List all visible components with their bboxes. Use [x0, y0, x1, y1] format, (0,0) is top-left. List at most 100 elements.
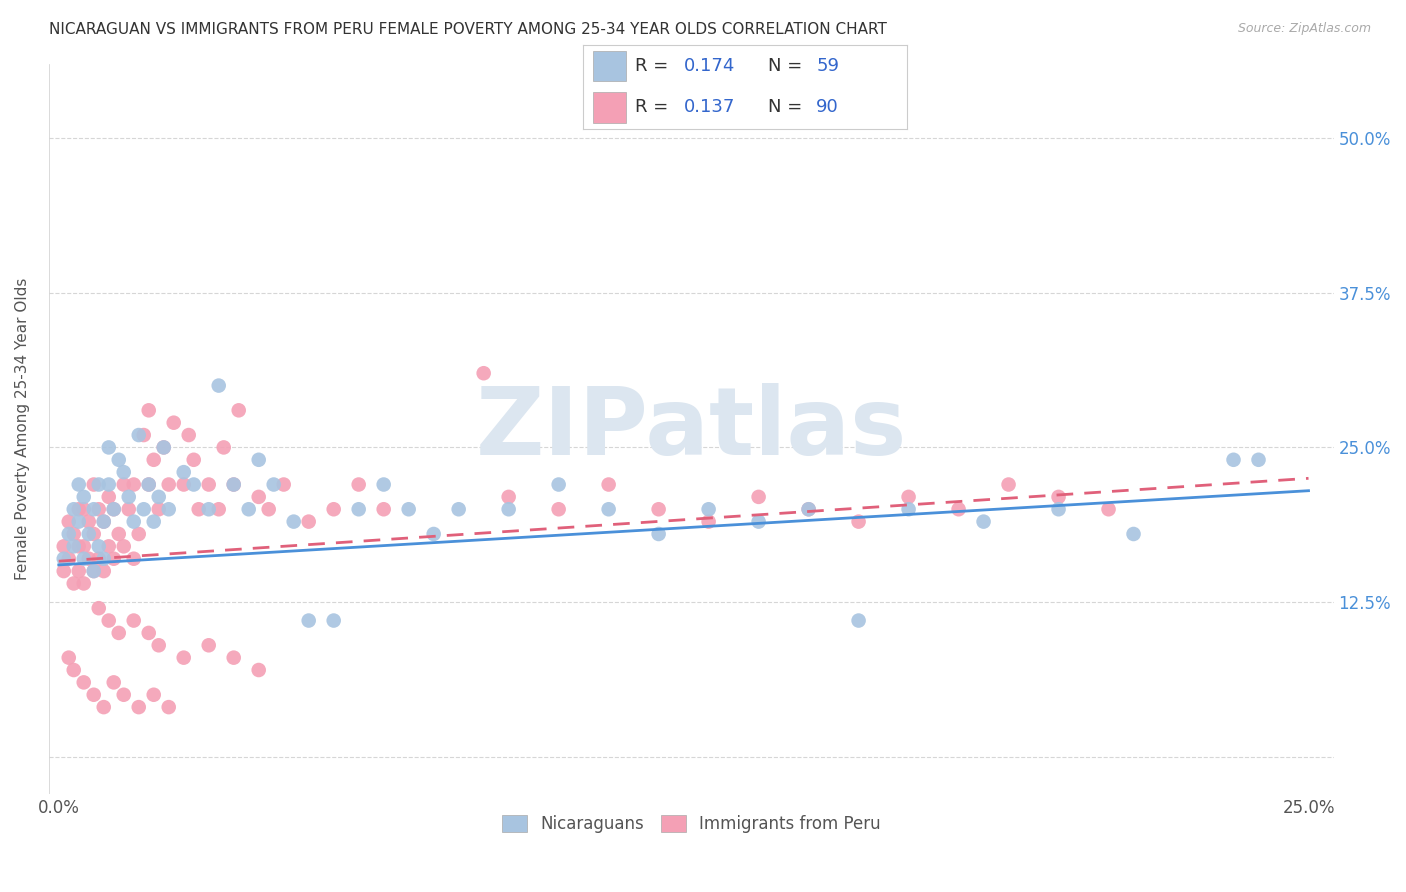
- Point: [103, 551, 125, 566]
- Point: [103, 502, 125, 516]
- Point: [422, 527, 444, 541]
- Point: [73, 675, 96, 690]
- Point: [148, 490, 170, 504]
- Text: ZIPatlas: ZIPatlas: [475, 383, 907, 475]
- Point: [97, 540, 120, 554]
- Point: [58, 650, 80, 665]
- Point: [152, 441, 174, 455]
- Point: [103, 502, 125, 516]
- Point: [173, 477, 195, 491]
- Point: [598, 477, 620, 491]
- Point: [173, 465, 195, 479]
- Point: [398, 502, 420, 516]
- Point: [97, 477, 120, 491]
- Point: [107, 452, 129, 467]
- Point: [87, 502, 110, 516]
- Point: [77, 527, 100, 541]
- Point: [183, 452, 205, 467]
- Point: [87, 551, 110, 566]
- Legend: Nicaraguans, Immigrants from Peru: Nicaraguans, Immigrants from Peru: [495, 808, 887, 840]
- Point: [122, 614, 145, 628]
- Point: [93, 515, 115, 529]
- Point: [373, 502, 395, 516]
- Point: [1122, 527, 1144, 541]
- Point: [97, 614, 120, 628]
- Point: [62, 527, 84, 541]
- Point: [697, 515, 720, 529]
- Point: [187, 502, 209, 516]
- Point: [128, 527, 150, 541]
- Text: 90: 90: [817, 98, 839, 116]
- Point: [87, 477, 110, 491]
- Point: [83, 527, 105, 541]
- Point: [132, 428, 155, 442]
- Point: [138, 477, 160, 491]
- Point: [83, 688, 105, 702]
- Point: [83, 564, 105, 578]
- Point: [157, 700, 180, 714]
- Point: [103, 675, 125, 690]
- Point: [347, 502, 370, 516]
- Point: [247, 490, 270, 504]
- Point: [73, 502, 96, 516]
- Point: [112, 540, 135, 554]
- Point: [67, 477, 90, 491]
- Point: [498, 502, 520, 516]
- Point: [1047, 490, 1070, 504]
- Point: [77, 551, 100, 566]
- Point: [152, 441, 174, 455]
- Point: [647, 502, 669, 516]
- Point: [142, 688, 165, 702]
- Point: [67, 515, 90, 529]
- Point: [222, 477, 245, 491]
- Point: [58, 515, 80, 529]
- Point: [73, 490, 96, 504]
- Point: [238, 502, 260, 516]
- Point: [142, 452, 165, 467]
- Point: [62, 502, 84, 516]
- Point: [148, 638, 170, 652]
- Text: NICARAGUAN VS IMMIGRANTS FROM PERU FEMALE POVERTY AMONG 25-34 YEAR OLDS CORRELAT: NICARAGUAN VS IMMIGRANTS FROM PERU FEMAL…: [49, 22, 887, 37]
- Point: [897, 502, 920, 516]
- Point: [107, 527, 129, 541]
- Point: [748, 515, 770, 529]
- Point: [62, 663, 84, 677]
- Point: [148, 502, 170, 516]
- Text: R =: R =: [636, 98, 675, 116]
- Point: [132, 502, 155, 516]
- Point: [138, 403, 160, 417]
- Point: [52, 551, 75, 566]
- Point: [138, 477, 160, 491]
- Point: [163, 416, 186, 430]
- Point: [647, 527, 669, 541]
- Point: [128, 700, 150, 714]
- Point: [347, 477, 370, 491]
- Text: 0.137: 0.137: [683, 98, 735, 116]
- Point: [322, 614, 344, 628]
- Point: [93, 564, 115, 578]
- Text: Source: ZipAtlas.com: Source: ZipAtlas.com: [1237, 22, 1371, 36]
- Point: [973, 515, 995, 529]
- Y-axis label: Female Poverty Among 25-34 Year Olds: Female Poverty Among 25-34 Year Olds: [15, 277, 30, 580]
- Point: [157, 502, 180, 516]
- Bar: [593, 92, 626, 122]
- Point: [122, 515, 145, 529]
- Point: [197, 477, 219, 491]
- Point: [183, 477, 205, 491]
- Point: [122, 551, 145, 566]
- Point: [97, 441, 120, 455]
- Point: [67, 540, 90, 554]
- Point: [697, 502, 720, 516]
- Point: [58, 551, 80, 566]
- Point: [138, 626, 160, 640]
- Point: [142, 515, 165, 529]
- Point: [87, 540, 110, 554]
- Point: [848, 614, 870, 628]
- Point: [52, 564, 75, 578]
- Point: [208, 502, 231, 516]
- Point: [107, 626, 129, 640]
- Point: [128, 428, 150, 442]
- Point: [58, 527, 80, 541]
- Point: [273, 477, 295, 491]
- Point: [97, 490, 120, 504]
